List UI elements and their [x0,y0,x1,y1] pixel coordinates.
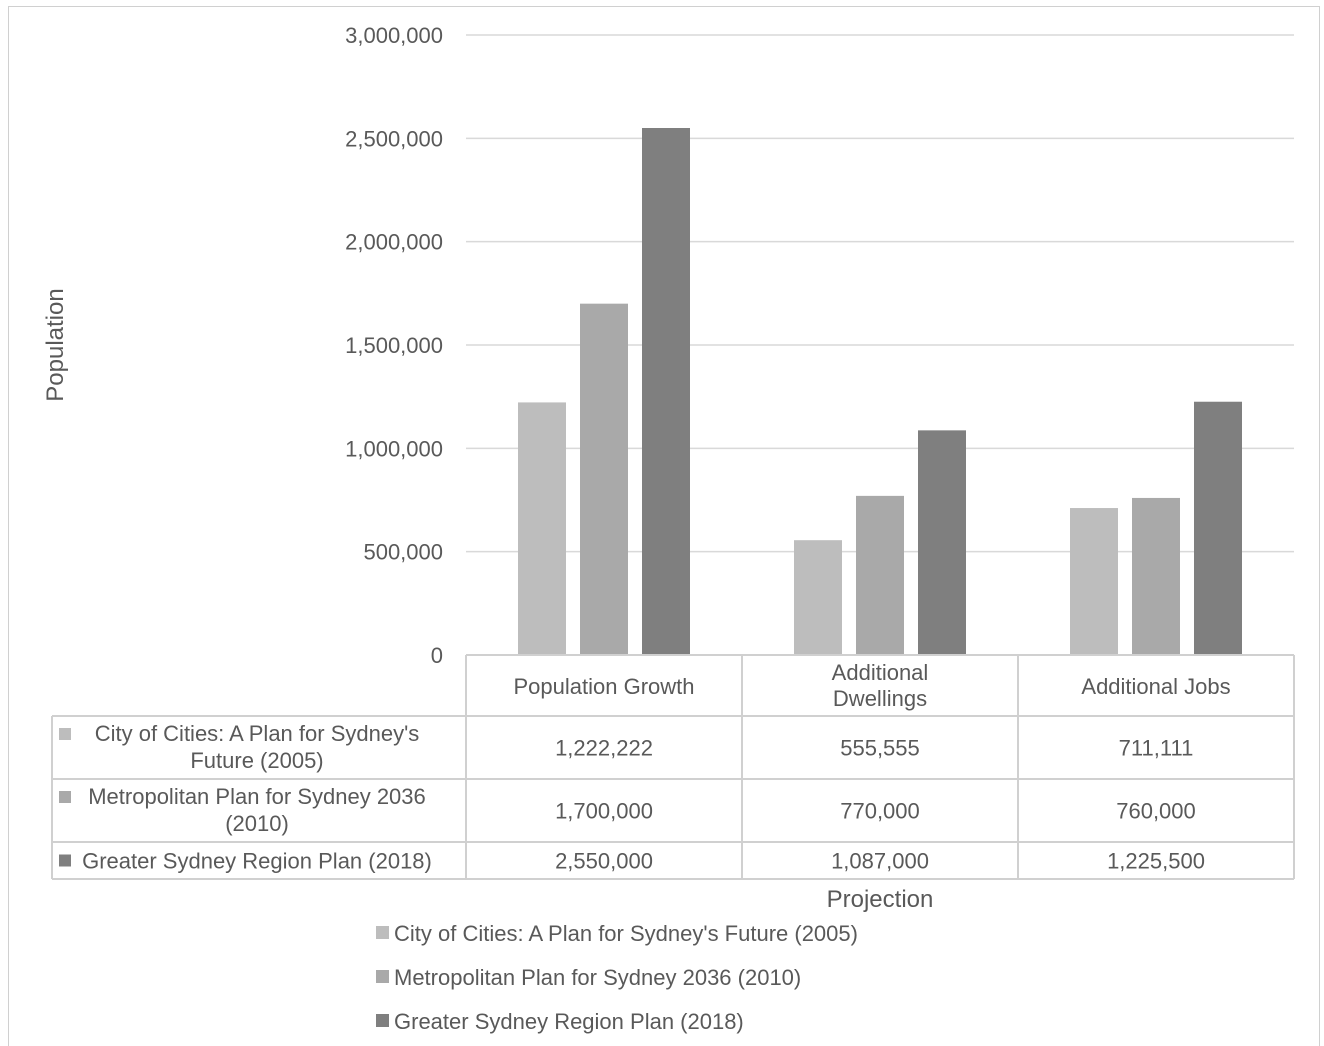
legend-label: City of Cities: A Plan for Sydney's Futu… [394,921,858,946]
y-tick-label: 1,500,000 [345,333,443,358]
bar-1-0 [794,540,842,655]
bar-0-0 [518,402,566,655]
table-legend-key-0 [59,728,71,740]
y-tick-label: 0 [431,643,443,668]
legend-label: Greater Sydney Region Plan (2018) [394,1009,744,1034]
y-tick-label: 1,000,000 [345,436,443,461]
table-value-cell: 770,000 [840,799,920,824]
legend-label: Metropolitan Plan for Sydney 2036 (2010) [394,965,801,990]
bar-2-2 [1194,401,1242,655]
bar-2-0 [1070,508,1118,655]
y-tick-label: 500,000 [363,540,443,565]
bar-2-1 [1132,497,1180,655]
table-value-cell: 760,000 [1116,799,1196,824]
table-series-name: Greater Sydney Region Plan (2018) [82,849,432,874]
bar-1-2 [918,430,966,655]
legend-swatch-1 [376,970,389,983]
table-value-cell: 711,111 [1119,736,1194,761]
bar-0-2 [642,128,690,655]
x-category-label: Additional Dwellings [832,660,929,711]
legend-swatch-2 [376,1014,389,1027]
y-tick-label: 2,000,000 [345,230,443,255]
chart-frame [8,6,1320,1046]
x-category-label: Population Growth [514,674,695,699]
y-axis-label: Population [42,288,69,401]
table-value-cell: 555,555 [840,736,920,761]
x-axis-label: Projection [827,886,934,913]
table-value-cell: 1,087,000 [831,849,929,874]
table-legend-key-2 [59,854,71,867]
table-value-cell: 1,700,000 [555,799,653,824]
table-legend-key-1 [59,791,71,803]
x-category-label: Additional Jobs [1081,674,1230,699]
table-value-cell: 1,225,500 [1107,849,1205,874]
legend-swatch-0 [376,926,389,939]
bar-0-1 [580,303,628,655]
bar-1-1 [856,495,904,655]
y-tick-label: 3,000,000 [345,23,443,48]
table-value-cell: 2,550,000 [555,849,653,874]
table-series-name: City of Cities: A Plan for Sydney's Futur… [95,721,420,773]
y-tick-label: 2,500,000 [345,126,443,151]
table-series-name: Metropolitan Plan for Sydney 2036 (2010) [88,784,426,836]
table-value-cell: 1,222,222 [555,736,653,761]
